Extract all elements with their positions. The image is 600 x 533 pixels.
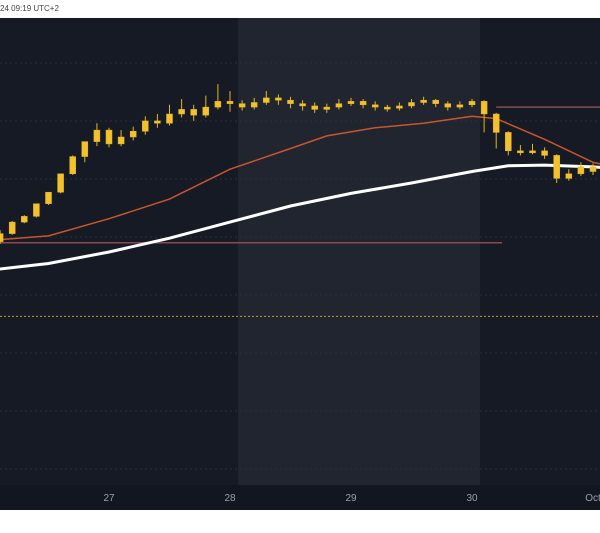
candle-body (589, 166, 597, 172)
candle-body (517, 150, 524, 154)
candle-body (371, 104, 379, 108)
session-band (238, 18, 480, 485)
candle-body (456, 104, 464, 108)
candle-body (468, 101, 476, 106)
candle-body (190, 109, 197, 116)
ma-slow-line (0, 163, 600, 271)
timestamp-label: 24 09:19 UTC+2 (0, 4, 59, 13)
time-axis-bar (0, 485, 600, 510)
candle-body (69, 156, 76, 175)
candle-body (577, 166, 585, 175)
candle-body (384, 106, 391, 110)
candle-body (396, 105, 403, 109)
candle-body (408, 102, 415, 107)
candle-body (45, 191, 52, 204)
candle-body (311, 105, 318, 110)
candle-body (226, 101, 234, 104)
candle-body (57, 173, 64, 193)
candle-body (420, 99, 427, 103)
candle-body (105, 129, 113, 145)
x-tick-label: Oct (585, 493, 600, 504)
x-tick-label: 30 (466, 493, 478, 504)
candle-body (480, 101, 488, 115)
candle-body (492, 113, 500, 133)
candle-body (250, 102, 258, 108)
candle-body (444, 103, 452, 108)
x-tick-label: 27 (103, 493, 115, 504)
candle-body (238, 103, 246, 108)
candle-body (347, 101, 355, 104)
candle-body (8, 221, 16, 234)
bottom-margin (0, 510, 600, 533)
candle-body (299, 103, 306, 107)
candle-body (505, 132, 512, 152)
candle-body (541, 150, 548, 156)
candle-body (323, 106, 331, 110)
candle-body (335, 103, 343, 108)
candle-body (166, 113, 173, 124)
chart-canvas[interactable]: 27 28 29 30 Oct (0, 18, 600, 510)
candle-body (359, 101, 367, 106)
candle-body (81, 141, 89, 157)
candle-body (287, 99, 294, 104)
candle-body (529, 150, 536, 154)
chart-header: 24 09:19 UTC+2 (0, 0, 600, 18)
candle-body (33, 203, 40, 217)
candle-body (565, 173, 573, 179)
price-chart[interactable]: 27 28 29 30 Oct (0, 18, 600, 510)
candle-body (553, 155, 560, 179)
x-tick-label: 29 (345, 493, 357, 504)
ma-fast-line (0, 115, 600, 241)
candle-body (263, 97, 270, 103)
candle-body (0, 233, 4, 242)
candle-body (129, 131, 137, 138)
candle-body (154, 120, 161, 124)
candle-body (275, 97, 282, 101)
candle-body (142, 120, 149, 132)
x-tick-label: 28 (224, 493, 236, 504)
candle-body (93, 129, 101, 142)
candle-body (117, 136, 125, 145)
candle-body (178, 109, 185, 115)
candle-body (214, 101, 222, 108)
candle-body (202, 106, 210, 116)
candle-body (21, 216, 28, 223)
candle-body (432, 99, 439, 104)
